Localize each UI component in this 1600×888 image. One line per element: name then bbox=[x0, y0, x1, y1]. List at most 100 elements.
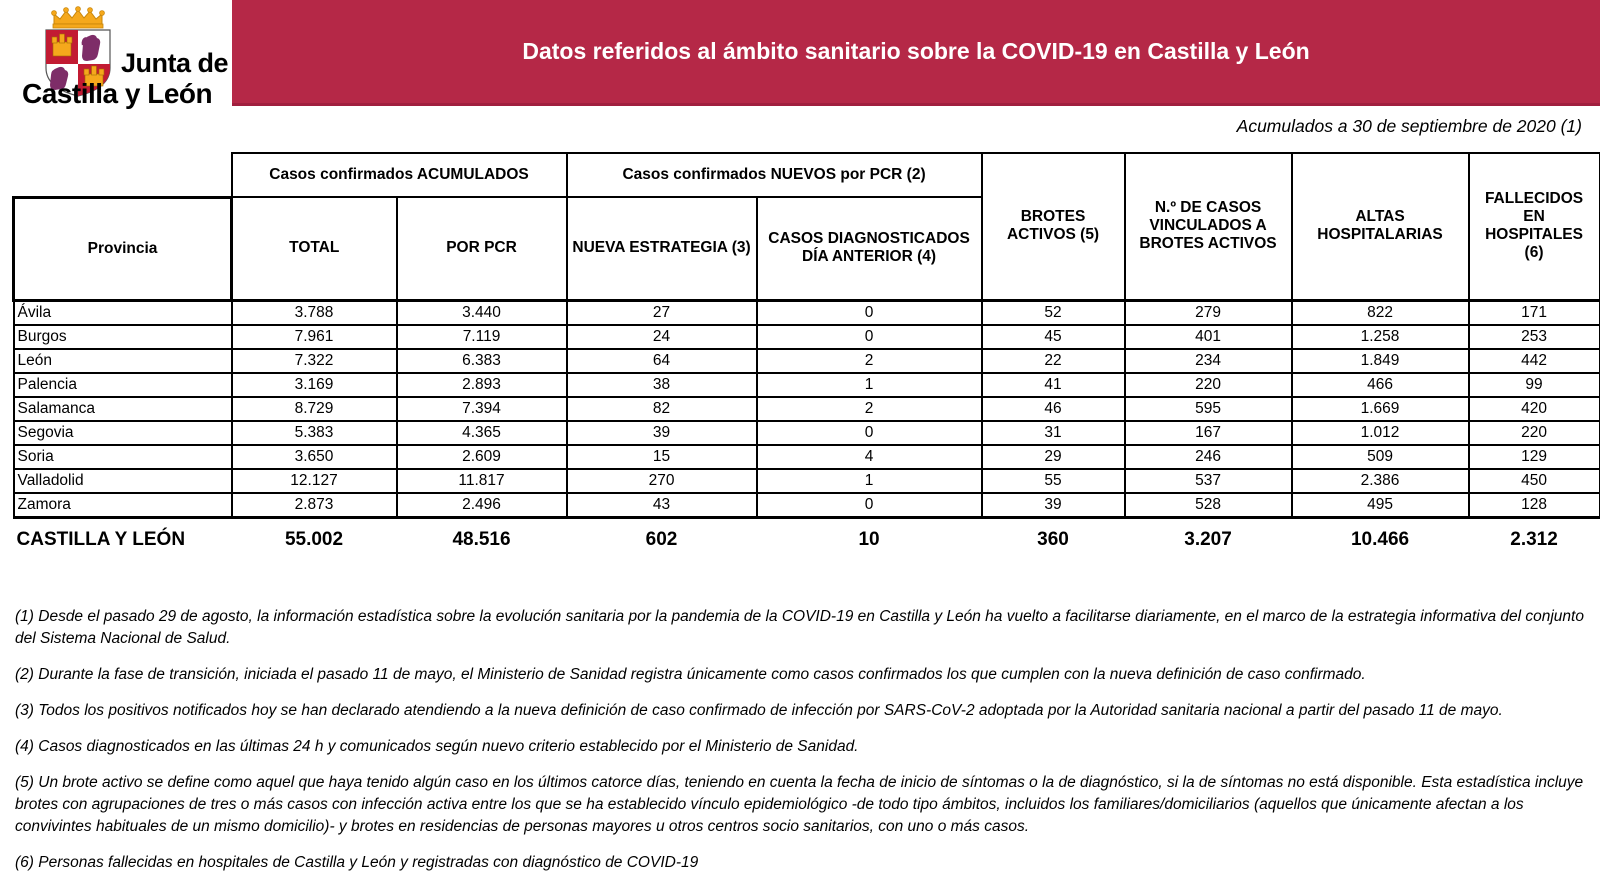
table-cell: 1 bbox=[755, 371, 983, 398]
table-cell: 41 bbox=[980, 371, 1126, 398]
table-cell: 128 bbox=[1467, 491, 1600, 519]
table-cell: 129 bbox=[1467, 443, 1600, 470]
table-cell: 39 bbox=[565, 419, 758, 446]
table-cell: 39 bbox=[980, 491, 1126, 519]
table-cell: 46 bbox=[980, 395, 1126, 422]
table-row-burgos: Burgos 7.961 7.119 24 0 45 401 1.258 253 bbox=[12, 323, 1600, 350]
total-cell: 10.466 bbox=[1350, 528, 1410, 550]
table-cell: 2 bbox=[755, 347, 983, 374]
table-cell: 270 bbox=[565, 467, 758, 494]
table-cell: 12.127 bbox=[230, 467, 398, 494]
table-cell: 11.817 bbox=[395, 467, 568, 494]
column-header-nueva-estrategia: NUEVA ESTRATEGIA (3) bbox=[565, 196, 758, 301]
table-cell: 24 bbox=[565, 323, 758, 350]
table-cell: 38 bbox=[565, 371, 758, 398]
table-row-zamora: Zamora 2.873 2.496 43 0 39 528 495 128 bbox=[12, 491, 1600, 519]
table-cell: 31 bbox=[980, 419, 1126, 446]
table-row-segovia: Segovia 5.383 4.365 39 0 31 167 1.012 22… bbox=[12, 419, 1600, 446]
table-cell: 822 bbox=[1290, 298, 1470, 326]
group-header-row: Casos confirmados ACUMULADOS Casos confi… bbox=[13, 152, 1600, 301]
table-cell: 595 bbox=[1123, 395, 1293, 422]
table-cell: 528 bbox=[1123, 491, 1293, 519]
table-cell: 0 bbox=[755, 419, 983, 446]
table-cell: 3.788 bbox=[230, 298, 398, 326]
table-cell: 15 bbox=[565, 443, 758, 470]
table-cell: 82 bbox=[565, 395, 758, 422]
table-cell: 3.650 bbox=[230, 443, 398, 470]
logo-text-line1: Junta de bbox=[121, 48, 229, 78]
table-cell: 2 bbox=[755, 395, 983, 422]
column-header-altas: ALTAS HOSPITALARIAS bbox=[1290, 152, 1470, 301]
total-cell: 360 bbox=[1037, 528, 1069, 550]
table-cell: 279 bbox=[1123, 298, 1293, 326]
table-cell: 0 bbox=[755, 491, 983, 519]
footnotes: (1) Desde el pasado 29 de agosto, la inf… bbox=[15, 606, 1587, 888]
table-cell: 7.394 bbox=[395, 395, 568, 422]
table-cell: 167 bbox=[1123, 419, 1293, 446]
province-name: Palencia bbox=[12, 371, 233, 398]
table-cell: 6.383 bbox=[395, 347, 568, 374]
group-header-accumulated: Casos confirmados ACUMULADOS bbox=[230, 152, 568, 198]
column-header-fallecidos: FALLECIDOS EN HOSPITALES (6) bbox=[1467, 152, 1600, 301]
total-row: CASTILLA Y LEÓN 55.002 48.516 602 10 360… bbox=[14, 517, 1600, 554]
table-cell: 2.893 bbox=[395, 371, 568, 398]
page-title: Datos referidos al ámbito sanitario sobr… bbox=[522, 38, 1310, 64]
footnote-6: (6) Personas fallecidas en hospitales de… bbox=[15, 854, 699, 871]
total-cell: 10 bbox=[858, 528, 880, 550]
table-cell: 29 bbox=[980, 443, 1126, 470]
province-name: León bbox=[12, 347, 233, 374]
table-cell: 1.012 bbox=[1290, 419, 1470, 446]
group-header-new-pcr: Casos confirmados NUEVOS por PCR (2) bbox=[565, 152, 983, 198]
total-cell: 2.312 bbox=[1510, 528, 1558, 550]
table-cell: 99 bbox=[1467, 371, 1600, 398]
covid-data-table: Casos confirmados ACUMULADOS Casos confi… bbox=[12, 152, 1600, 554]
province-name: Zamora bbox=[12, 491, 233, 519]
table-cell: 7.119 bbox=[395, 323, 568, 350]
table-cell: 2.873 bbox=[230, 491, 398, 519]
province-name: Segovia bbox=[12, 419, 233, 446]
table-cell: 52 bbox=[980, 298, 1126, 326]
table-cell: 1.258 bbox=[1290, 323, 1470, 350]
footnote-4: (4) Casos diagnosticados en las últimas … bbox=[15, 738, 859, 755]
column-header-dia-anterior: CASOS DIAGNOSTICADOS DÍA ANTERIOR (4) bbox=[755, 196, 983, 301]
empty-corner-cell bbox=[13, 153, 232, 197]
table-cell: 1.849 bbox=[1290, 347, 1470, 374]
table-cell: 5.383 bbox=[230, 419, 398, 446]
table-cell: 0 bbox=[755, 298, 983, 326]
table-cell: 220 bbox=[1467, 419, 1600, 446]
table-cell: 0 bbox=[755, 323, 983, 350]
table-row-leon: León 7.322 6.383 64 2 22 234 1.849 442 bbox=[12, 347, 1600, 374]
province-name: Burgos bbox=[12, 323, 233, 350]
column-header-total: TOTAL bbox=[230, 196, 398, 301]
table-cell: 8.729 bbox=[230, 395, 398, 422]
column-header-brotes-activos: BROTES ACTIVOS (5) bbox=[980, 152, 1126, 301]
footnote-5: (5) Un brote activo se define como aquel… bbox=[15, 774, 1584, 835]
table-cell: 7.322 bbox=[230, 347, 398, 374]
table-cell: 1 bbox=[755, 467, 983, 494]
table-cell: 234 bbox=[1123, 347, 1293, 374]
table-cell: 171 bbox=[1467, 298, 1600, 326]
table-cell: 495 bbox=[1290, 491, 1470, 519]
table-cell: 3.440 bbox=[395, 298, 568, 326]
total-cell: 48.516 bbox=[452, 528, 511, 550]
table-cell: 466 bbox=[1290, 371, 1470, 398]
table-cell: 2.496 bbox=[395, 491, 568, 519]
table-cell: 55 bbox=[980, 467, 1126, 494]
table-row-soria: Soria 3.650 2.609 15 4 29 246 509 129 bbox=[12, 443, 1600, 470]
table-cell: 43 bbox=[565, 491, 758, 519]
table-cell: 22 bbox=[980, 347, 1126, 374]
provinces-table: Casos confirmados ACUMULADOS Casos confi… bbox=[12, 152, 1600, 554]
province-name: Soria bbox=[12, 443, 233, 470]
table-cell: 246 bbox=[1123, 443, 1293, 470]
table-row-palencia: Palencia 3.169 2.893 38 1 41 220 466 99 bbox=[12, 371, 1600, 398]
total-row-label: CASTILLA Y LEÓN bbox=[16, 528, 186, 550]
accumulated-date-label: Acumulados a 30 de septiembre de 2020 (1… bbox=[1236, 116, 1582, 136]
table-cell: 401 bbox=[1123, 323, 1293, 350]
column-header-province: Provincia bbox=[12, 195, 233, 302]
table-cell: 3.169 bbox=[230, 371, 398, 398]
table-cell: 2.386 bbox=[1290, 467, 1470, 494]
table-row-salamanca: Salamanca 8.729 7.394 82 2 46 595 1.669 … bbox=[12, 395, 1600, 422]
table-cell: 7.961 bbox=[230, 323, 398, 350]
table-cell: 64 bbox=[565, 347, 758, 374]
province-name: Valladolid bbox=[12, 467, 233, 494]
